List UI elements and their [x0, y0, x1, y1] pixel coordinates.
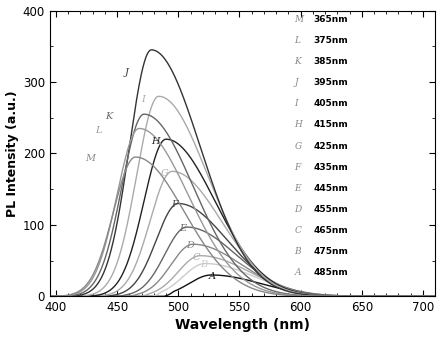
Text: 445nm: 445nm — [314, 184, 349, 193]
Text: 375nm: 375nm — [314, 36, 348, 45]
Text: 465nm: 465nm — [314, 226, 348, 235]
Text: G: G — [295, 142, 302, 150]
Text: F: F — [295, 163, 301, 172]
X-axis label: Wavelength (nm): Wavelength (nm) — [175, 318, 310, 333]
Text: L: L — [295, 36, 300, 45]
Text: E: E — [179, 224, 187, 233]
Text: D: D — [187, 241, 194, 250]
Text: E: E — [295, 184, 301, 193]
Text: A: A — [295, 268, 301, 277]
Text: B: B — [200, 261, 208, 269]
Text: 365nm: 365nm — [314, 15, 348, 24]
Y-axis label: PL Intensity (a.u.): PL Intensity (a.u.) — [6, 90, 19, 217]
Text: H: H — [295, 120, 303, 129]
Text: C: C — [193, 252, 200, 262]
Text: K: K — [295, 57, 301, 66]
Text: A: A — [209, 272, 216, 281]
Text: H: H — [151, 137, 159, 146]
Text: 425nm: 425nm — [314, 142, 348, 150]
Text: C: C — [295, 226, 301, 235]
Text: I: I — [295, 99, 298, 108]
Text: G: G — [161, 169, 169, 178]
Text: B: B — [295, 247, 301, 256]
Text: D: D — [295, 205, 302, 214]
Text: 455nm: 455nm — [314, 205, 348, 214]
Text: L: L — [96, 126, 102, 135]
Text: J: J — [295, 78, 298, 87]
Text: 385nm: 385nm — [314, 57, 348, 66]
Text: F: F — [171, 200, 178, 210]
Text: K: K — [105, 112, 112, 121]
Text: 435nm: 435nm — [314, 163, 348, 172]
Text: 475nm: 475nm — [314, 247, 349, 256]
Text: M: M — [295, 15, 304, 24]
Text: M: M — [85, 154, 95, 163]
Text: 485nm: 485nm — [314, 268, 348, 277]
Text: J: J — [125, 68, 129, 77]
Text: 405nm: 405nm — [314, 99, 348, 108]
Text: 395nm: 395nm — [314, 78, 348, 87]
Text: I: I — [141, 95, 145, 104]
Text: 415nm: 415nm — [314, 120, 348, 129]
